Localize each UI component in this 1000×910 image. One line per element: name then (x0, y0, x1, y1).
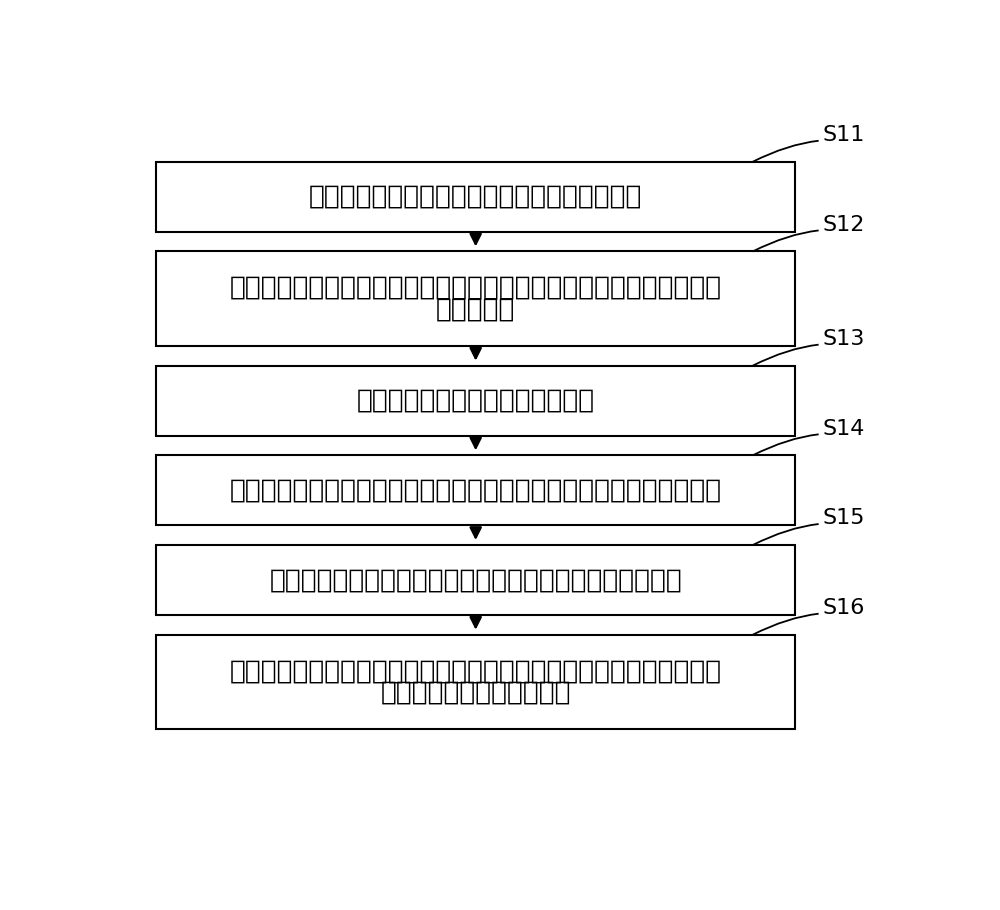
Text: S12: S12 (822, 215, 865, 235)
Text: 业终端设备: 业终端设备 (436, 297, 515, 322)
Text: S13: S13 (822, 329, 865, 349)
Text: 管理终端将所述数字证书和初始化信息发送给工业终端设备: 管理终端将所述数字证书和初始化信息发送给工业终端设备 (269, 567, 682, 593)
Text: 工业终端设备响应所述初始化命令: 工业终端设备响应所述初始化命令 (357, 388, 595, 414)
Text: 工业终端设备接收所述数字证书和初始化信息进行初始化操作，并反馈: 工业终端设备接收所述数字证书和初始化信息进行初始化操作，并反馈 (230, 658, 722, 684)
Bar (156, 635, 795, 729)
Text: 管理终端与所述工业终端设备建立连接，并将初始化命令发送给所述工: 管理终端与所述工业终端设备建立连接，并将初始化命令发送给所述工 (230, 275, 722, 301)
Bar (156, 162, 795, 232)
Text: S15: S15 (822, 509, 865, 529)
Bar (156, 545, 795, 615)
Text: 初始化结果给所述管理终端: 初始化结果给所述管理终端 (380, 680, 571, 706)
Text: S16: S16 (822, 598, 865, 618)
Text: S11: S11 (822, 126, 865, 145)
Text: S14: S14 (822, 419, 865, 439)
Text: 管理终端接收所述响应命令，获取服务器密码机生成的数字证书并签名: 管理终端接收所述响应命令，获取服务器密码机生成的数字证书并签名 (230, 478, 722, 503)
Bar (156, 455, 795, 525)
Bar (156, 366, 795, 436)
Text: 管理终端获取输入的工业终端设备的初始化信息: 管理终端获取输入的工业终端设备的初始化信息 (309, 184, 642, 210)
Bar (156, 251, 795, 346)
